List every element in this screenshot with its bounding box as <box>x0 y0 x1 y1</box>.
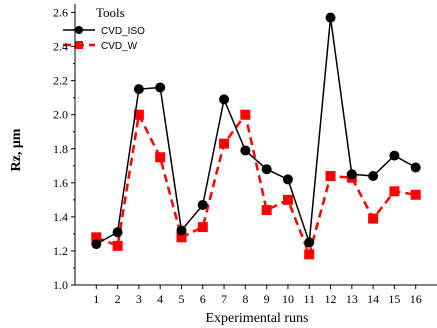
data-point-cvd-w <box>155 152 166 163</box>
y-tick-label: 1.4 <box>53 210 68 224</box>
data-point-cvd-w <box>91 232 102 243</box>
data-point-cvd-w <box>325 171 336 182</box>
data-point-cvd-iso <box>197 199 208 210</box>
x-tick-label: 2 <box>115 292 121 306</box>
data-point-cvd-iso <box>410 162 421 173</box>
y-tick-label: 2.6 <box>53 6 68 20</box>
y-axis-title: Rz, μm <box>9 128 24 171</box>
legend-label-cvd-iso: CVD_ISO <box>101 26 145 37</box>
x-tick-label: 4 <box>157 292 163 306</box>
data-point-cvd-w <box>133 109 144 120</box>
data-point-cvd-w <box>261 205 272 216</box>
x-tick-label: 1 <box>93 292 99 306</box>
legend-marker-cvd-iso <box>75 26 83 34</box>
y-tick-label: 2.4 <box>53 40 68 54</box>
legend: Tools CVD_ISO CVD_W <box>63 5 145 52</box>
y-tick-label: 2.0 <box>53 108 68 122</box>
x-tick-label: 8 <box>242 292 248 306</box>
data-point-cvd-iso <box>346 169 357 180</box>
data-point-cvd-w <box>197 222 208 233</box>
data-point-cvd-w <box>410 189 421 200</box>
y-tick-label: 1.0 <box>53 278 68 292</box>
data-point-cvd-iso <box>325 12 336 23</box>
data-point-cvd-iso <box>91 239 102 250</box>
data-point-cvd-iso <box>282 174 293 185</box>
x-tick-label: 10 <box>282 292 294 306</box>
data-point-cvd-w <box>389 186 400 197</box>
y-tick-label: 1.8 <box>53 142 68 156</box>
legend-label-cvd-w: CVD_W <box>101 41 138 52</box>
series-line-cvd-iso <box>95 17 417 245</box>
y-tick-label: 1.6 <box>53 176 68 190</box>
x-tick-label: 9 <box>264 292 270 306</box>
x-tick-label: 11 <box>303 292 315 306</box>
data-point-cvd-w <box>219 138 230 149</box>
data-point-cvd-iso <box>240 145 251 156</box>
data-point-cvd-iso <box>133 84 144 95</box>
x-tick-label: 15 <box>388 292 400 306</box>
series-line-cvd-w <box>95 110 416 259</box>
data-point-cvd-w <box>240 109 251 120</box>
data-point-cvd-w <box>112 240 123 251</box>
x-tick-label: 6 <box>200 292 206 306</box>
data-point-cvd-w <box>282 194 293 205</box>
data-point-cvd-w <box>304 249 315 260</box>
legend-title: Tools <box>96 5 125 20</box>
x-tick-label: 13 <box>346 292 358 306</box>
data-point-cvd-w <box>176 232 187 243</box>
data-point-cvd-iso <box>261 164 272 175</box>
data-point-cvd-iso <box>176 225 187 236</box>
x-tick-label: 16 <box>410 292 422 306</box>
legend-marker-cvd-w <box>75 41 83 49</box>
data-point-cvd-iso <box>304 237 315 248</box>
x-tick-label: 14 <box>367 292 379 306</box>
data-point-cvd-iso <box>155 82 166 93</box>
y-tick-label: 2.2 <box>53 74 68 88</box>
data-point-cvd-iso <box>389 150 400 161</box>
x-tick-label: 3 <box>136 292 142 306</box>
data-point-cvd-iso <box>112 227 123 238</box>
data-point-cvd-iso <box>219 94 230 105</box>
x-tick-label: 5 <box>178 292 184 306</box>
y-tick-label: 1.2 <box>53 244 68 258</box>
x-tick-label: 7 <box>221 292 227 306</box>
data-point-cvd-w <box>368 213 379 224</box>
data-point-cvd-iso <box>368 171 379 182</box>
x-axis-title: Experimental runs <box>205 311 308 326</box>
x-tick-label: 12 <box>325 292 337 306</box>
